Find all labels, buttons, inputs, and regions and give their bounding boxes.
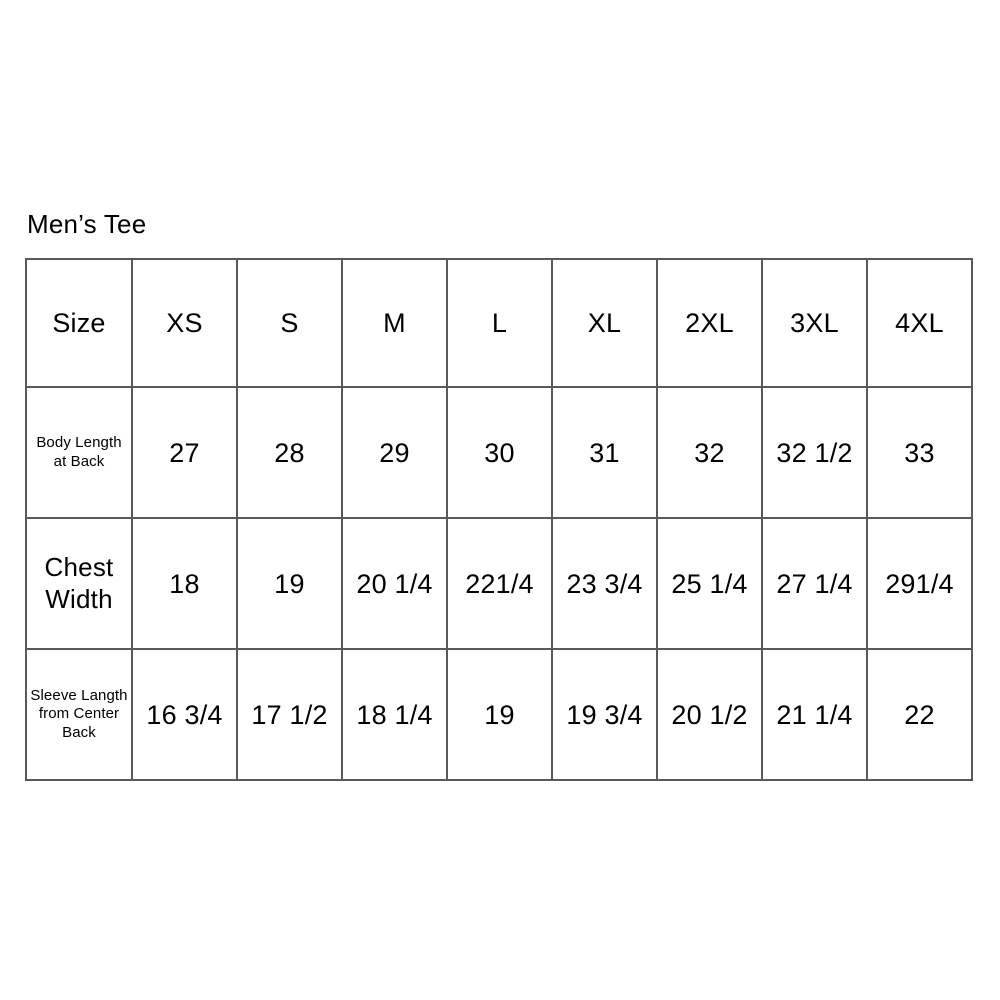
header-cell-s: S — [236, 258, 343, 388]
header-cell-m: M — [341, 258, 448, 388]
row-label-line: Back — [62, 723, 96, 741]
header-cell-4xl: 4XL — [866, 258, 973, 388]
cell-chest-width-xl: 23 3/4 — [551, 517, 658, 650]
row-label-line: Width — [45, 583, 113, 614]
row-label-line: at Back — [53, 452, 105, 470]
row-label-sleeve-length: Sleeve Langth from Center Back — [25, 648, 133, 781]
cell-sleeve-length-s: 17 1/2 — [236, 648, 343, 781]
cell-sleeve-length-3xl: 21 1/4 — [761, 648, 868, 781]
cell-body-length-m: 29 — [341, 386, 448, 519]
cell-sleeve-length-2xl: 20 1/2 — [656, 648, 763, 781]
header-cell-l: L — [446, 258, 553, 388]
table-header-row: Size XS S M L XL 2XL 3XL 4XL — [25, 258, 973, 388]
row-label-chest-width: Chest Width — [25, 517, 133, 650]
cell-body-length-s: 28 — [236, 386, 343, 519]
cell-body-length-xs: 27 — [131, 386, 238, 519]
table-row: Body Length at Back 27 28 29 30 31 32 32… — [25, 386, 973, 519]
cell-chest-width-3xl: 27 1/4 — [761, 517, 868, 650]
cell-chest-width-4xl: 291/4 — [866, 517, 973, 650]
cell-sleeve-length-xs: 16 3/4 — [131, 648, 238, 781]
row-label-line: from Center — [38, 705, 120, 723]
header-cell-xl: XL — [551, 258, 658, 388]
cell-body-length-l: 30 — [446, 386, 553, 519]
cell-body-length-3xl: 32 1/2 — [761, 386, 868, 519]
cell-sleeve-length-4xl: 22 — [866, 648, 973, 781]
cell-chest-width-xs: 18 — [131, 517, 238, 650]
cell-chest-width-m: 20 1/4 — [341, 517, 448, 650]
header-cell-size: Size — [25, 258, 133, 388]
cell-chest-width-l: 221/4 — [446, 517, 553, 650]
header-cell-3xl: 3XL — [761, 258, 868, 388]
cell-sleeve-length-m: 18 1/4 — [341, 648, 448, 781]
cell-sleeve-length-l: 19 — [446, 648, 553, 781]
row-label-line: Sleeve Langth — [30, 687, 128, 705]
header-cell-2xl: 2XL — [656, 258, 763, 388]
table-row: Sleeve Langth from Center Back 16 3/4 17… — [25, 648, 973, 781]
cell-chest-width-s: 19 — [236, 517, 343, 650]
row-label-body-length: Body Length at Back — [25, 386, 133, 519]
page-title: Men’s Tee — [27, 209, 147, 239]
table-row: Chest Width 18 19 20 1/4 221/4 23 3/4 25… — [25, 517, 973, 650]
cell-body-length-xl: 31 — [551, 386, 658, 519]
row-label-line: Chest — [44, 551, 114, 582]
header-cell-xs: XS — [131, 258, 238, 388]
row-label-line: Body Length — [36, 434, 122, 452]
cell-chest-width-2xl: 25 1/4 — [656, 517, 763, 650]
cell-sleeve-length-xl: 19 3/4 — [551, 648, 658, 781]
cell-body-length-4xl: 33 — [866, 386, 973, 519]
cell-body-length-2xl: 32 — [656, 386, 763, 519]
size-chart-table: Size XS S M L XL 2XL 3XL 4XL Body Length… — [25, 258, 973, 781]
